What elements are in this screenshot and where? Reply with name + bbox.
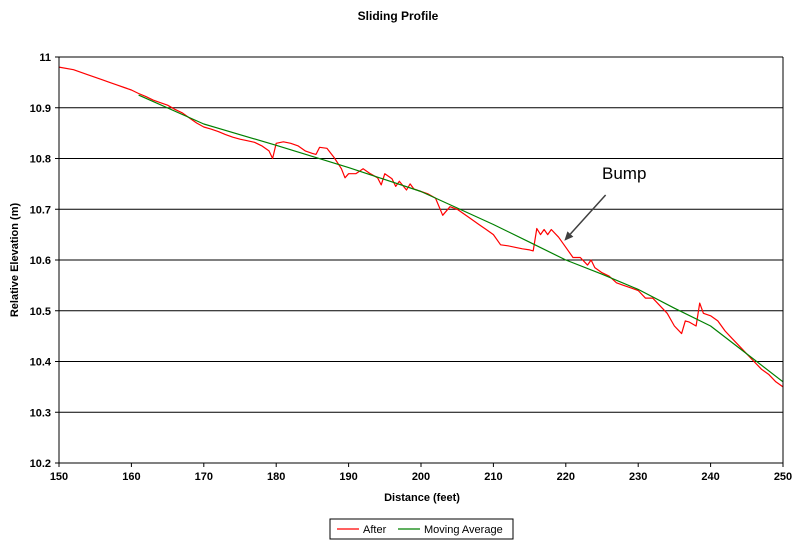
y-tick-label: 10.5 <box>30 306 51 318</box>
y-tick-label: 10.2 <box>30 458 51 470</box>
annotation-text: Bump <box>602 164 646 183</box>
legend-label-after: After <box>363 524 387 536</box>
x-tick-label: 160 <box>122 471 140 483</box>
legend-box <box>329 518 514 540</box>
y-axis-ticks: 10.2 10.3 10.4 10.5 10.6 10.7 10.8 10.9 11 <box>30 52 59 470</box>
series-line-moving-average <box>138 94 784 383</box>
x-tick-label: 250 <box>774 471 792 483</box>
y-axis-label: Relative Elevation (m) <box>9 203 21 318</box>
x-tick-label: 240 <box>701 471 719 483</box>
gridlines <box>59 56 783 413</box>
y-tick-label: 11 <box>39 52 51 64</box>
x-tick-label: 150 <box>50 471 68 483</box>
annotation-arrow <box>569 194 607 235</box>
x-axis-label: Distance (feet) <box>384 492 460 504</box>
legend: After Moving Average <box>329 518 514 540</box>
x-axis-ticks: 150 160 170 180 190 200 210 220 230 240 250 <box>50 463 792 483</box>
y-tick-label: 10.9 <box>30 103 51 115</box>
y-tick-label: 10.3 <box>30 407 51 419</box>
x-tick-label: 210 <box>484 471 502 483</box>
y-tick-label: 10.6 <box>30 255 51 267</box>
chart-title: Sliding Profile <box>358 9 439 23</box>
y-tick-label: 10.7 <box>30 204 51 216</box>
y-tick-label: 10.8 <box>30 154 51 166</box>
y-tick-label: 10.4 <box>30 357 52 369</box>
annotation-arrowhead <box>564 231 574 241</box>
series-layer <box>58 66 784 388</box>
axes <box>58 57 784 464</box>
x-tick-label: 200 <box>412 471 430 483</box>
x-tick-label: 190 <box>339 471 357 483</box>
x-tick-label: 170 <box>195 471 213 483</box>
legend-label-moving-average: Moving Average <box>424 524 503 536</box>
x-tick-label: 230 <box>629 471 647 483</box>
annotation-bump: Bump <box>564 164 646 241</box>
x-tick-label: 180 <box>267 471 285 483</box>
x-tick-label: 220 <box>557 471 575 483</box>
